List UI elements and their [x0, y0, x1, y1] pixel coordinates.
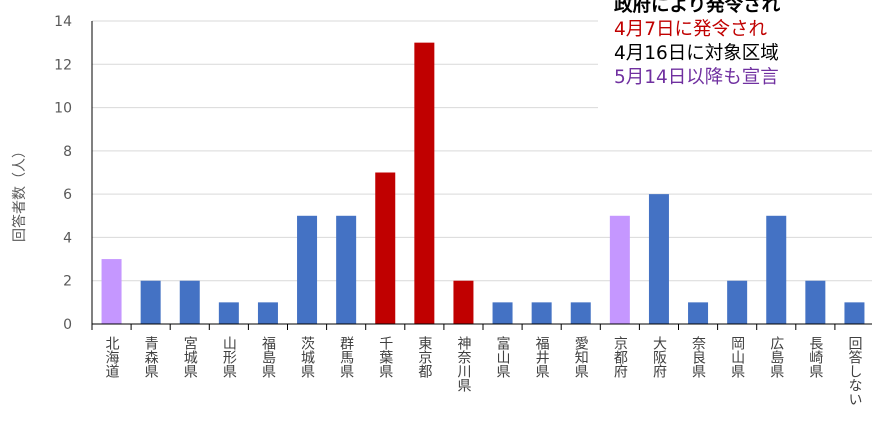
bar: [648, 194, 669, 324]
legend: 政府により発令され 4月7日に発令され 4月16日に対象区域 5月14日以降も宣…: [598, 0, 872, 144]
y-tick-label: 8: [63, 144, 72, 160]
x-tick-label: 広島県: [768, 336, 784, 378]
bar: [336, 215, 357, 324]
bar: [570, 302, 591, 324]
bar: [844, 302, 865, 324]
y-tick-label: 12: [54, 57, 72, 73]
bar: [688, 302, 709, 324]
y-tick-label: 6: [63, 187, 72, 203]
bar: [414, 42, 435, 325]
bar: [492, 302, 513, 324]
bar: [805, 280, 826, 324]
x-tick-label: 福井県: [534, 336, 550, 378]
bar: [453, 280, 474, 324]
x-tick-label: 東京都: [416, 336, 432, 378]
y-axis-label: 回答者数（人）: [11, 144, 28, 242]
x-tick-label: 長崎県: [807, 336, 823, 378]
x-tick-label: 回答しない: [846, 336, 862, 406]
x-tick-label: 北海道: [104, 336, 120, 379]
x-tick-label: 千葉県: [377, 336, 393, 378]
bars: [101, 42, 865, 325]
y-tick-label: 14: [54, 14, 72, 30]
x-tick-label: 愛知県: [573, 336, 589, 378]
legend-item: 4月16日に対象区域: [614, 43, 779, 64]
x-tick-label: 茨城県: [299, 336, 315, 378]
x-tick-label: 富山県: [495, 335, 511, 378]
bar: [218, 302, 239, 324]
x-tick-labels: 北海道 青森県 宮城県 山形県 福島県 茨城県 群馬県 千葉県 東京都 神奈川県 富山県 福井県 愛知県…: [104, 335, 863, 406]
x-tick-label: 福島県: [260, 336, 276, 378]
y-tick-label: 0: [63, 317, 72, 333]
x-tick-label: 青森県: [143, 336, 159, 378]
y-tick-label: 4: [63, 230, 72, 246]
y-tick-labels: 0 2 4 6 8 10 12 14: [54, 14, 72, 333]
bar: [101, 259, 122, 324]
x-tick-label: 群馬県: [338, 336, 354, 378]
bar: [297, 215, 318, 324]
x-tick-label: 岡山県: [729, 336, 745, 378]
bar: [727, 280, 748, 324]
axes: [91, 21, 872, 330]
legend-title: 政府により発令され: [614, 0, 781, 16]
bar: [609, 215, 630, 324]
bar: [179, 280, 200, 324]
x-tick-label: 大阪府: [651, 336, 667, 379]
y-tick-label: 10: [54, 101, 72, 117]
legend-item: 5月14日以降も宣言: [614, 67, 779, 88]
bar: [257, 302, 278, 324]
x-tick-label: 神奈川県: [455, 336, 471, 392]
x-tick-label: 宮城県: [182, 336, 198, 378]
legend-item: 4月7日に発令され: [614, 19, 768, 40]
y-tick-label: 2: [63, 274, 72, 290]
x-tick-label: 山形県: [221, 336, 237, 378]
bar: [375, 172, 396, 324]
x-tick-label: 奈良県: [690, 336, 706, 378]
x-tick-label: 京都府: [612, 336, 628, 379]
bar: [140, 280, 161, 324]
gridlines: [92, 20, 872, 282]
bar: [531, 302, 552, 324]
bar: [766, 215, 787, 324]
